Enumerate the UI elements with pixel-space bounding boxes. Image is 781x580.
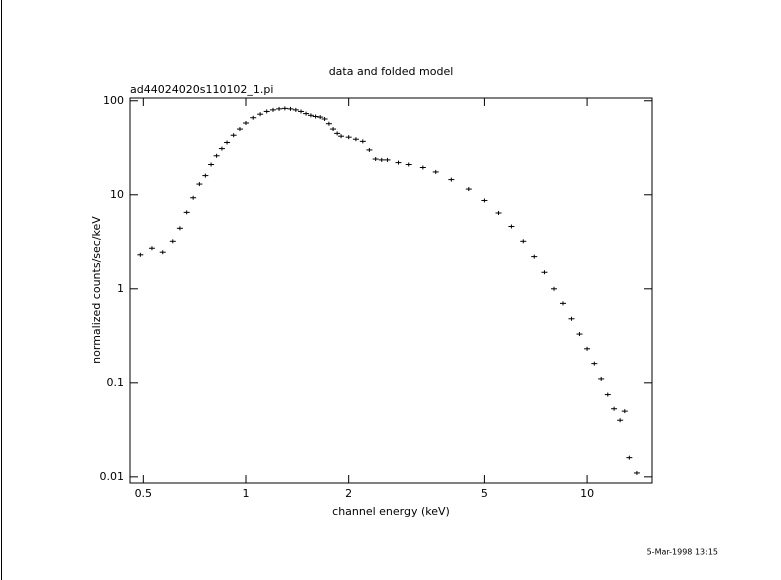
data-point	[325, 121, 332, 126]
data-point	[633, 470, 640, 475]
data-point	[611, 406, 618, 411]
data-point	[159, 250, 166, 255]
data-point	[213, 153, 220, 158]
data-point	[230, 133, 237, 138]
data-point	[196, 182, 203, 187]
data-point	[312, 114, 319, 119]
data-point	[551, 286, 558, 291]
data-point	[405, 162, 412, 167]
data-point	[276, 106, 283, 111]
y-tick-label: 100	[103, 94, 124, 107]
data-point	[224, 140, 231, 145]
data-point	[303, 111, 310, 116]
data-point	[190, 195, 197, 200]
data-point	[281, 106, 288, 111]
x-tick-label: 0.5	[135, 487, 153, 500]
x-tick-label: 1	[242, 487, 249, 500]
data-point	[298, 109, 305, 114]
chart-subtitle: ad44024020s110102_1.pi	[130, 83, 273, 96]
data-point	[584, 346, 591, 351]
data-point	[531, 254, 538, 259]
data-point	[508, 224, 515, 229]
data-point	[208, 162, 215, 167]
data-point	[270, 107, 277, 112]
data-point	[366, 147, 373, 152]
data-point	[338, 134, 345, 139]
chart-title: data and folded model	[329, 65, 454, 78]
data-point	[321, 116, 328, 121]
data-point	[604, 392, 611, 397]
data-point	[257, 112, 264, 117]
plot-frame	[129, 97, 653, 484]
data-point	[317, 115, 324, 120]
data-point	[372, 157, 379, 162]
data-point	[384, 157, 391, 162]
x-tick-label: 2	[345, 487, 352, 500]
data-point	[250, 115, 257, 120]
data-point	[330, 127, 337, 132]
data-point	[621, 409, 628, 414]
data-point	[495, 211, 502, 216]
x-axis-label: channel energy (keV)	[332, 505, 450, 518]
y-tick-label: 1	[117, 282, 124, 295]
data-point	[419, 165, 426, 170]
data-point	[137, 252, 144, 257]
x-tick-label: 5	[481, 487, 488, 500]
data-point	[520, 239, 527, 244]
data-point	[560, 301, 567, 306]
data-point	[598, 376, 605, 381]
data-point	[448, 177, 455, 182]
data-point	[202, 173, 209, 178]
data-point	[378, 157, 385, 162]
data-point	[176, 226, 183, 231]
data-point	[148, 246, 155, 251]
data-point	[292, 107, 299, 112]
data-point	[568, 316, 575, 321]
x-tick-label: 10	[580, 487, 594, 500]
data-point	[395, 160, 402, 165]
data-point	[169, 239, 176, 244]
data-point	[345, 135, 352, 140]
data-point	[236, 127, 243, 132]
data-point	[541, 270, 548, 275]
data-point	[334, 131, 341, 136]
data-point	[359, 139, 366, 144]
data-point	[263, 109, 270, 114]
data-point	[307, 113, 314, 118]
data-point	[352, 137, 359, 142]
data-point	[626, 455, 633, 460]
data-point	[465, 187, 472, 192]
y-axis-label: normalized counts/sec/keV	[90, 216, 103, 364]
y-tick-label: 0.01	[100, 470, 125, 483]
data-point	[218, 146, 225, 151]
data-point	[183, 210, 190, 215]
data-point	[242, 121, 249, 126]
y-tick-label: 0.1	[107, 376, 125, 389]
data-point	[432, 169, 439, 174]
data-point	[576, 332, 583, 337]
data-point	[591, 361, 598, 366]
y-tick-label: 10	[110, 188, 124, 201]
data-point	[617, 418, 624, 423]
data-point	[481, 198, 488, 203]
timestamp: 5-Mar-1998 13:15	[647, 548, 718, 557]
data-point	[287, 106, 294, 111]
